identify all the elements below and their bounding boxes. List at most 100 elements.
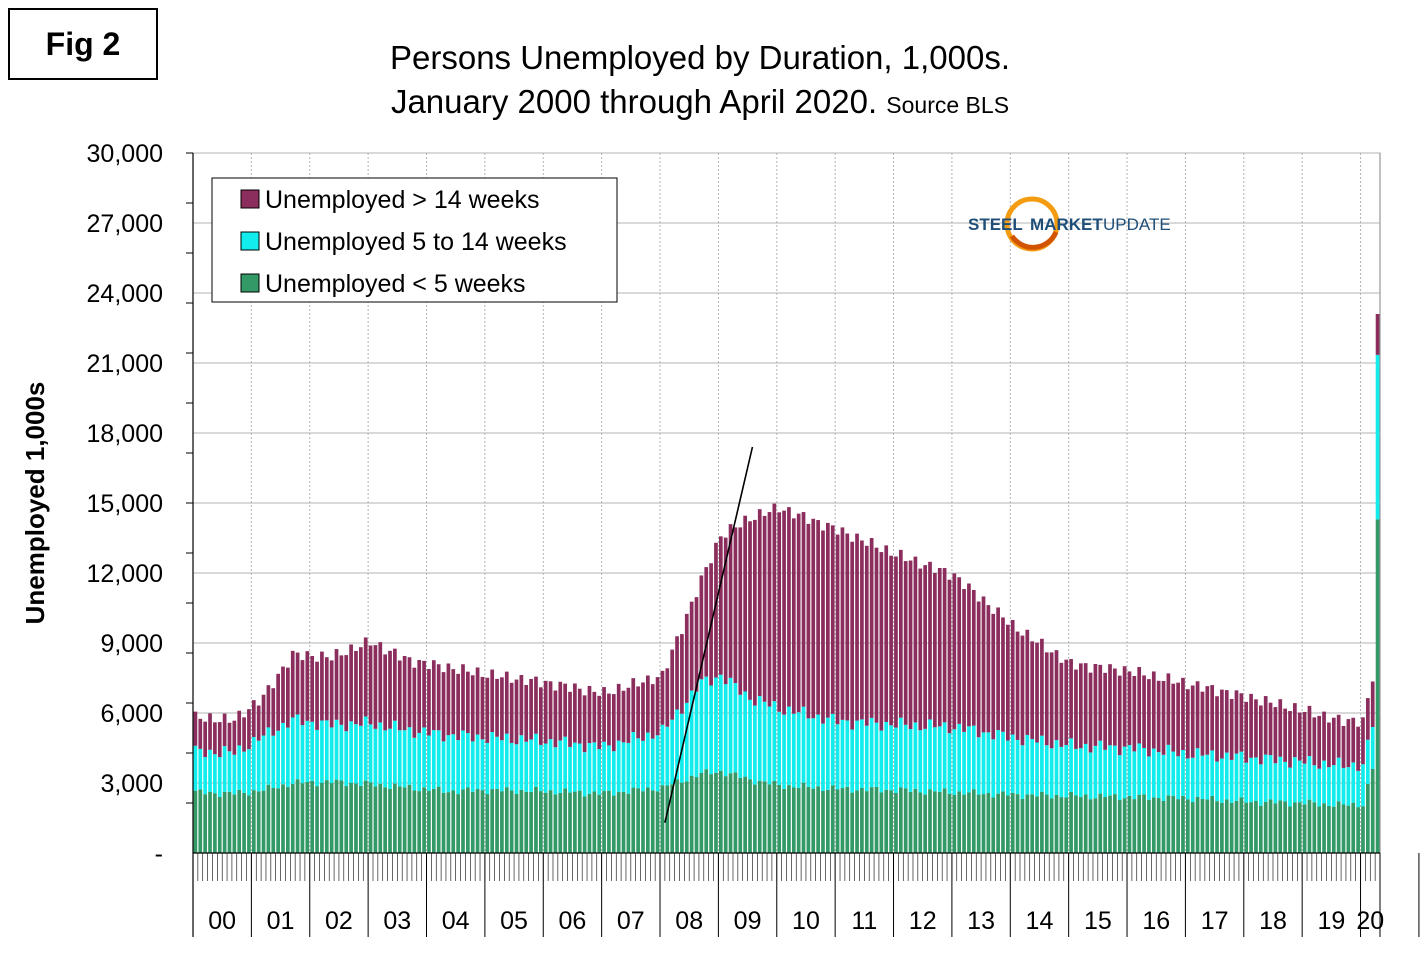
bar-short xyxy=(971,789,976,853)
bar-short xyxy=(665,785,670,853)
bar-short xyxy=(543,792,548,853)
bar-short xyxy=(1001,791,1005,853)
bar-mid xyxy=(767,706,772,785)
bar-short xyxy=(806,786,811,853)
bar-long xyxy=(791,518,796,714)
bar-mid xyxy=(397,730,402,787)
bar-mid xyxy=(1322,760,1326,804)
bar-short xyxy=(967,792,971,853)
bar-long xyxy=(1293,703,1297,758)
bar-mid xyxy=(1185,758,1190,800)
bar-short xyxy=(1093,798,1098,853)
bar-long xyxy=(1020,635,1025,746)
y-tick-label: 15,000 xyxy=(87,490,163,518)
bar-short xyxy=(680,782,684,853)
bar-long xyxy=(295,652,300,715)
bar-mid xyxy=(1137,743,1142,795)
bar-short xyxy=(889,790,893,853)
bar-short xyxy=(315,786,319,853)
bar-mid xyxy=(762,701,767,782)
bar-short xyxy=(694,777,699,853)
bar-long xyxy=(675,636,679,710)
bar-long xyxy=(757,509,762,697)
bar-mid xyxy=(898,717,903,788)
bar-long xyxy=(981,596,986,733)
bar-long xyxy=(271,688,276,736)
bar-long xyxy=(835,534,840,725)
bar-mid xyxy=(607,745,611,791)
bar-short xyxy=(451,790,456,853)
bar-long xyxy=(504,671,509,734)
bar-short xyxy=(1195,796,1200,853)
y-axis-ticks: - 3,000 6,000 9,000 12,000 15,000 18,000 21,000… xyxy=(87,140,163,868)
bar-long xyxy=(1064,659,1069,745)
bar-short xyxy=(1215,801,1219,853)
bar-mid xyxy=(889,725,893,791)
bar-mid xyxy=(300,725,305,784)
bar-short xyxy=(1356,807,1360,853)
bar-long xyxy=(1302,711,1307,764)
bar-long xyxy=(417,659,422,733)
bar-mid xyxy=(305,720,310,783)
bar-mid xyxy=(996,730,1000,794)
bar-long xyxy=(509,682,514,743)
bar-mid xyxy=(412,737,417,791)
bar-short xyxy=(996,793,1000,853)
bar-long xyxy=(1341,725,1346,768)
bar-long xyxy=(714,542,718,678)
bar-long xyxy=(1088,672,1093,753)
bar-short xyxy=(1040,791,1044,853)
bar-long xyxy=(1263,696,1268,755)
bar-long xyxy=(1025,629,1030,735)
bar-long xyxy=(1074,669,1078,749)
bar-short xyxy=(801,782,806,853)
bar-short xyxy=(256,791,261,853)
bar-long xyxy=(1317,715,1322,769)
bar-short xyxy=(500,791,504,853)
bar-short xyxy=(636,788,640,853)
bar-long xyxy=(1322,711,1326,761)
bar-short xyxy=(320,782,324,853)
bar-short xyxy=(796,787,801,853)
bar-short xyxy=(704,769,709,853)
bar-mid xyxy=(193,745,198,791)
bar-mid xyxy=(1336,757,1341,802)
bar-long xyxy=(767,512,772,707)
bar-mid xyxy=(1078,748,1083,798)
bar-short xyxy=(1117,800,1122,853)
bar-mid xyxy=(509,742,514,791)
bar-short xyxy=(723,776,728,853)
bar-long xyxy=(427,669,431,736)
bar-mid xyxy=(451,734,456,791)
bar-short xyxy=(1258,805,1263,853)
bar-mid xyxy=(1093,745,1098,799)
bar-long xyxy=(646,675,650,733)
bar-long xyxy=(996,607,1000,731)
bar-short xyxy=(1351,802,1356,853)
bar-long xyxy=(577,688,582,744)
bar-long xyxy=(339,655,344,725)
legend-swatch-mid xyxy=(240,231,260,251)
y-tick-label: 6,000 xyxy=(100,700,163,728)
bar-long xyxy=(1001,617,1005,732)
bar-mid xyxy=(1273,763,1278,804)
bar-long xyxy=(1215,696,1219,762)
bar-mid xyxy=(908,729,913,792)
bar-short xyxy=(495,788,499,853)
y-tick-label: 12,000 xyxy=(87,560,163,588)
bar-mid xyxy=(529,739,533,792)
bar-mid xyxy=(446,735,451,793)
bar-mid xyxy=(524,741,529,792)
legend-label-long: Unemployed > 14 weeks xyxy=(265,186,539,214)
bar-series xyxy=(193,314,1380,853)
bar-long xyxy=(553,690,558,748)
bar-short xyxy=(504,787,509,853)
y-tick-label: 21,000 xyxy=(87,350,163,378)
title-line-1: Persons Unemployed by Duration, 1,000s. xyxy=(389,39,1010,76)
bar-short xyxy=(558,792,563,853)
bar-mid xyxy=(1346,767,1351,806)
bar-long xyxy=(1151,671,1156,749)
bar-short xyxy=(251,790,256,853)
bar-long xyxy=(543,680,548,744)
bar-mid xyxy=(1239,751,1244,798)
